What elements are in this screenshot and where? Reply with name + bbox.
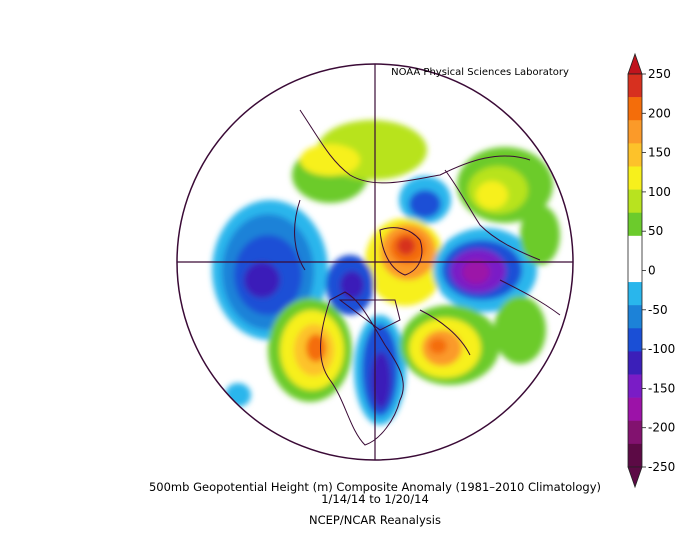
coastlines <box>294 109 561 446</box>
colorbar-arrow-bottom <box>627 466 643 489</box>
colorbar-arrow-top <box>627 52 643 75</box>
colorbar-label: -200 <box>648 421 675 435</box>
colorbar <box>627 52 643 489</box>
colorbar-segment <box>628 212 642 237</box>
colorbar-label: 150 <box>648 146 671 160</box>
colorbar-segment <box>628 443 642 468</box>
colorbar-segment <box>628 305 642 329</box>
colorbar-segment <box>628 97 642 121</box>
colorbar-segment <box>628 282 642 306</box>
caption-dates: 1/14/14 to 1/20/14 <box>321 492 429 506</box>
colorbar-segment <box>628 120 642 144</box>
colorbar-label: 50 <box>648 224 663 238</box>
map-outline <box>176 63 574 461</box>
colorbar-segment <box>628 328 642 352</box>
anomaly-field <box>212 120 560 425</box>
caption-source: NCEP/NCAR Reanalysis <box>309 513 441 527</box>
map-disk <box>176 63 574 461</box>
colorbar-segment <box>628 351 642 375</box>
colorbar-segment <box>628 235 642 260</box>
colorbar-label: -50 <box>648 303 668 317</box>
colorbar-segment <box>628 258 642 283</box>
colorbar-label: 100 <box>648 185 671 199</box>
colorbar-segment <box>628 74 642 98</box>
colorbar-label: -100 <box>648 342 675 356</box>
colorbar-labels: 250 200 150 100 50 0 -50 -100 -150 -200 -250 <box>642 67 675 474</box>
colorbar-segment <box>628 166 642 190</box>
colorbar-segment <box>628 420 642 445</box>
colorbar-label: 0 <box>648 264 656 278</box>
caption-title: 500mb Geopotential Height (m) Composite … <box>149 480 601 494</box>
colorbar-segment <box>628 189 642 214</box>
colorbar-segment <box>628 143 642 167</box>
colorbar-label: 250 <box>648 67 671 81</box>
colorbar-label: 200 <box>648 106 671 120</box>
colorbar-label: -150 <box>648 381 675 395</box>
colorbar-segment <box>628 374 642 398</box>
credit-text: NOAA Physical Sciences Laboratory <box>391 67 569 78</box>
colorbar-label: -250 <box>648 460 675 474</box>
colorbar-segment <box>628 397 642 422</box>
